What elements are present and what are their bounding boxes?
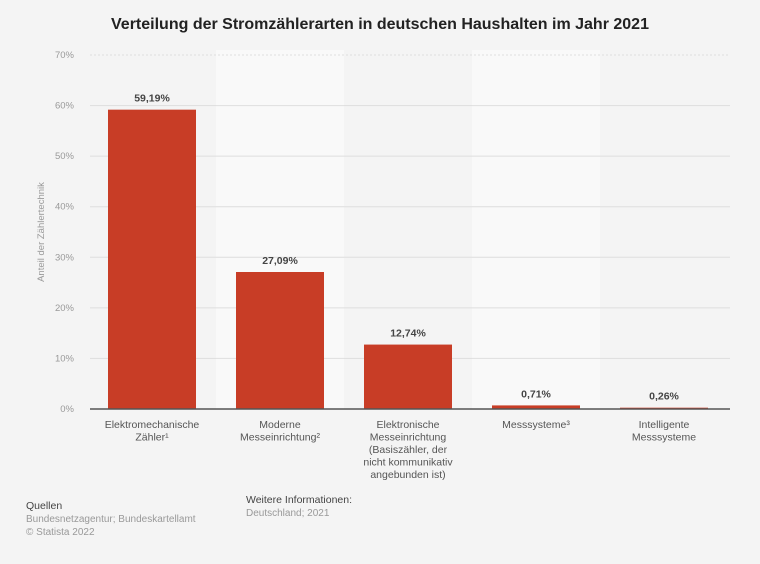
sources-block: Quellen Bundesnetzagentur; Bundeskartell… (26, 500, 196, 539)
x-tick-label-line: Messsysteme³ (502, 419, 570, 431)
bar (364, 344, 452, 409)
chart-title: Verteilung der Stromzählerarten in deuts… (111, 16, 649, 33)
bar (236, 272, 324, 409)
y-axis-label: Anteil der Zählertechnik (36, 182, 47, 282)
y-tick-label: 50% (55, 151, 75, 162)
x-tick-label-line: Elektromechanische (105, 419, 200, 431)
data-label: 27,09% (262, 255, 298, 267)
info-heading: Weitere Informationen: (246, 494, 353, 506)
x-tick-label: Elektromechanische Zähler¹ (105, 419, 200, 444)
x-tick-label-line: Zähler¹ (135, 432, 169, 444)
x-tick-label: Messsysteme³ (502, 419, 570, 431)
data-label: 0,71% (521, 388, 551, 400)
x-tick-label-line: angebunden ist) (370, 469, 445, 481)
x-tick-label-line: Messeinrichtung² (240, 432, 320, 444)
x-tick-label: Intelligente Messsysteme (632, 419, 696, 444)
x-tick-label-line: Intelligente (639, 419, 690, 431)
x-tick-label-line: Moderne (259, 419, 301, 431)
sources-heading: Quellen (26, 500, 63, 512)
y-tick-label: 10% (55, 353, 75, 364)
bar (108, 109, 196, 409)
y-tick-label: 20% (55, 303, 75, 314)
bar (492, 405, 580, 409)
x-tick-label-line: (Basiszähler, der (369, 444, 448, 456)
bar-chart: 0% 10% 20% 30% 40% 50% 60% 70% Anteil der Zähler… (36, 50, 730, 481)
info-block: Weitere Informationen: Deutschland; 2021 (246, 494, 352, 520)
y-tick-label: 60% (55, 101, 75, 112)
x-tick-label-line: nicht kommunikativ (363, 457, 453, 469)
data-label: 59,19% (134, 93, 170, 105)
y-tick-label: 0% (60, 404, 74, 415)
x-tick-label: Moderne Messeinrichtung² (240, 419, 320, 444)
x-tick-label-line: Messeinrichtung (370, 432, 447, 444)
x-tick-label-line: Elektronische (376, 419, 439, 431)
data-label: 12,74% (390, 328, 426, 340)
x-tick-label-line: Messsysteme (632, 432, 696, 444)
copyright-text: © Statista 2022 (26, 527, 95, 538)
y-tick-label: 40% (55, 202, 75, 213)
x-tick-label: Elektronische Messeinrichtung (Basiszähler… (363, 419, 453, 481)
data-label: 0,26% (649, 391, 679, 403)
category-band (472, 50, 600, 409)
sources-text[interactable]: Bundesnetzagentur; Bundeskartellamt (26, 514, 196, 525)
y-tick-label: 30% (55, 252, 75, 263)
y-tick-label: 70% (55, 50, 75, 61)
info-text: Deutschland; 2021 (246, 508, 330, 519)
